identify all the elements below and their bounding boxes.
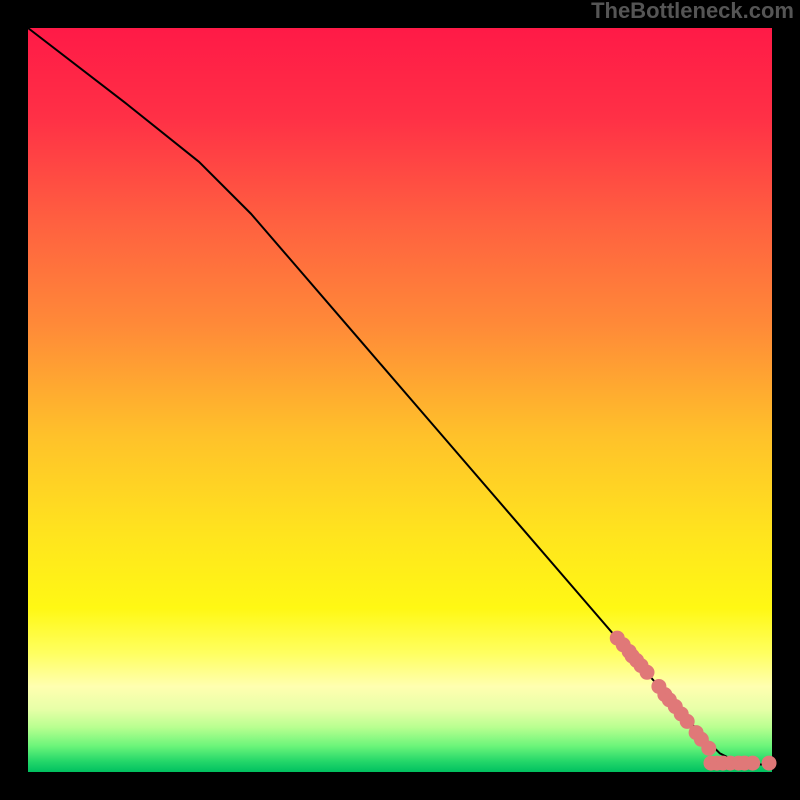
chart-svg <box>0 0 800 800</box>
scatter-point <box>640 665 654 679</box>
scatter-point <box>746 756 760 770</box>
plot-background <box>28 28 772 772</box>
scatter-point <box>762 756 776 770</box>
scatter-point <box>702 741 716 755</box>
chart-container: { "meta": { "width": 800, "height": 800,… <box>0 0 800 800</box>
watermark-text: TheBottleneck.com <box>591 0 794 22</box>
